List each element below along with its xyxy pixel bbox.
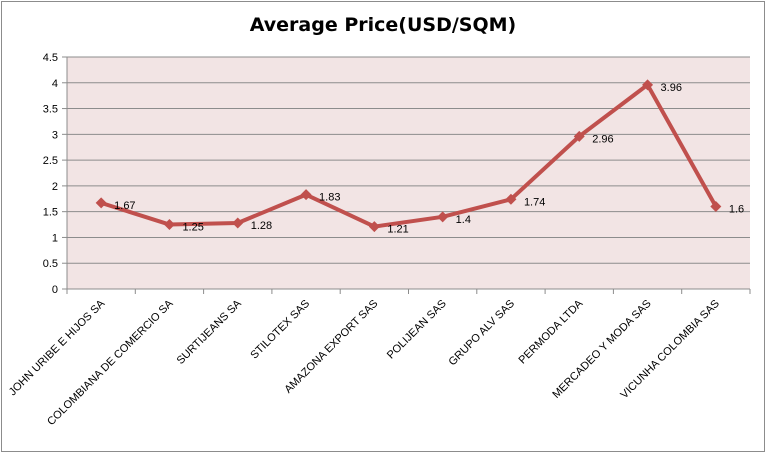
- x-tick-label: PERMODA LTDA: [517, 297, 586, 366]
- data-point: [710, 201, 722, 213]
- data-point: [163, 219, 175, 231]
- data-point: [573, 130, 585, 142]
- data-label: 1.83: [319, 192, 340, 204]
- y-tick-label: 0: [52, 284, 58, 296]
- data-label: 1.6: [729, 204, 744, 216]
- data-label: 1.21: [387, 224, 408, 236]
- data-point: [232, 217, 244, 229]
- x-tick-label: COLOMBIANA DE COMERCIO SA: [45, 297, 176, 428]
- y-tick-label: 3.5: [43, 104, 58, 116]
- x-tick-label: GRUPO ALV SAS: [446, 298, 517, 369]
- y-tick-label: 2: [52, 181, 58, 193]
- y-tick-label: 3: [52, 129, 58, 141]
- data-label: 1.67: [114, 200, 135, 212]
- data-point: [368, 221, 380, 233]
- data-point: [642, 79, 654, 91]
- data-label: 1.28: [251, 220, 272, 232]
- x-tick-label: POLIJEAN SAS: [385, 298, 449, 362]
- y-tick-label: 2.5: [43, 155, 58, 167]
- data-label: 3.96: [661, 82, 682, 94]
- data-point: [437, 211, 449, 223]
- chart-title: Average Price(USD/SQM): [249, 14, 517, 36]
- plot-area: [67, 57, 750, 289]
- y-tick-label: 1: [52, 232, 58, 244]
- data-label: 1.25: [182, 222, 203, 234]
- data-label: 2.96: [592, 133, 613, 145]
- y-tick-label: 1.5: [43, 207, 58, 219]
- x-tick-label: SURTIJEANS SA: [175, 297, 245, 367]
- y-tick-label: 4.5: [43, 52, 58, 64]
- y-tick-label: 4: [52, 78, 58, 90]
- x-tick-label: STILOTEX SAS: [248, 298, 312, 362]
- data-label: 1.74: [524, 196, 545, 208]
- data-point: [505, 193, 517, 205]
- data-point: [95, 197, 107, 209]
- y-tick-label: 0.5: [43, 258, 58, 270]
- data-point: [300, 189, 312, 201]
- series-line: [100, 82, 718, 229]
- data-label: 1.4: [456, 214, 471, 226]
